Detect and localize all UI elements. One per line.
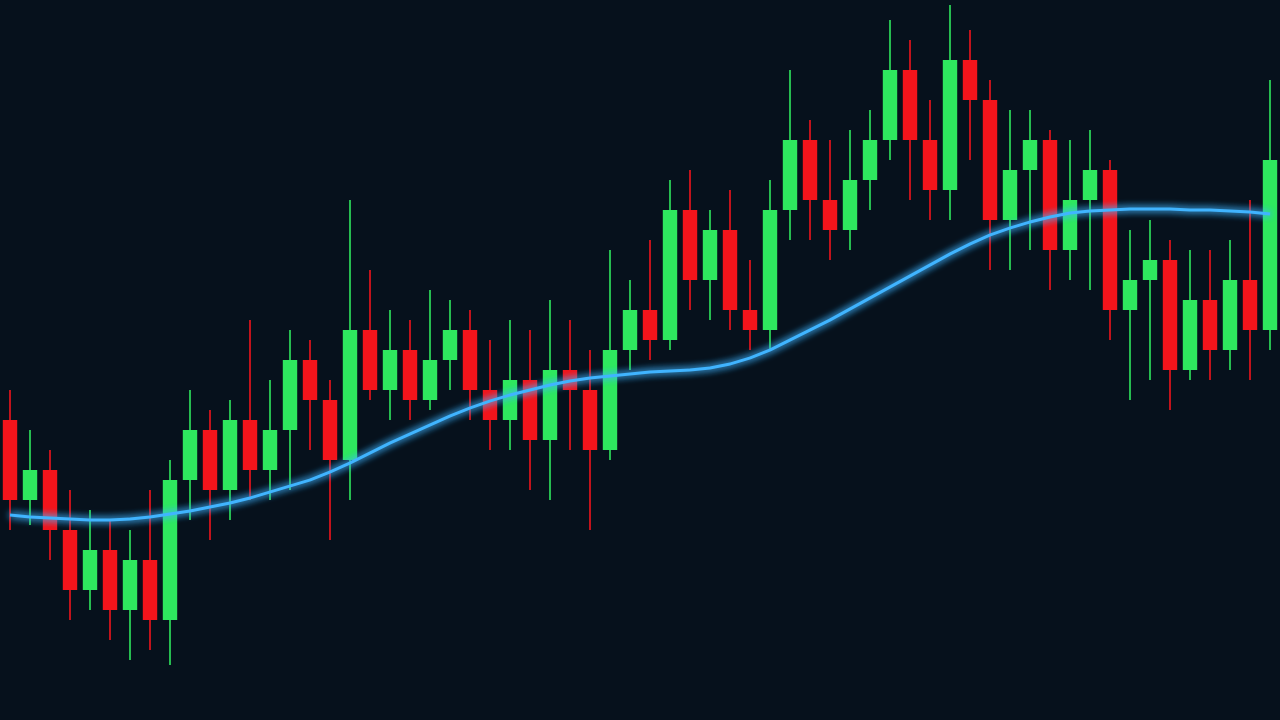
candle-body: [762, 210, 778, 330]
candle-body: [782, 140, 798, 210]
candle-body: [922, 140, 938, 190]
candle-body: [42, 470, 58, 530]
candle-body: [202, 430, 218, 490]
moving-average-line: [9, 207, 1271, 522]
candle-body: [182, 430, 198, 480]
candle-body: [1082, 170, 1098, 200]
candle-body: [322, 400, 338, 460]
candle-body: [802, 140, 818, 200]
candle-body: [142, 560, 158, 620]
candle-body: [342, 330, 358, 460]
candle-body: [62, 530, 78, 590]
candle-body: [982, 100, 998, 220]
candle-body: [682, 210, 698, 280]
candle-body: [1182, 300, 1198, 370]
candle-body: [742, 310, 758, 330]
candle-body: [1262, 160, 1278, 330]
candle-body: [622, 310, 638, 350]
candle-body: [82, 550, 98, 590]
candle-body: [1142, 260, 1158, 280]
candle-body: [1042, 140, 1058, 250]
candle-body: [102, 550, 118, 610]
candle-body: [1062, 200, 1078, 250]
candle-body: [822, 200, 838, 230]
candle-body: [522, 380, 538, 440]
candle-body: [162, 480, 178, 620]
candle-body: [262, 430, 278, 470]
candle-body: [122, 560, 138, 610]
candle-body: [862, 140, 878, 180]
candle-body: [602, 350, 618, 450]
candle-body: [1122, 280, 1138, 310]
candle-body: [362, 330, 378, 390]
candle-body: [582, 390, 598, 450]
candle-body: [242, 420, 258, 470]
candle-body: [222, 420, 238, 490]
candle-body: [1002, 170, 1018, 220]
candle-body: [422, 360, 438, 400]
candle-body: [882, 70, 898, 140]
candle-body: [1242, 280, 1258, 330]
candle-body: [902, 70, 918, 140]
candle-body: [382, 350, 398, 390]
candle-body: [1202, 300, 1218, 350]
candle-body: [482, 390, 498, 420]
candle-body: [282, 360, 298, 430]
candle-body: [22, 470, 38, 500]
candle-body: [942, 60, 958, 190]
candle-body: [462, 330, 478, 390]
candle-body: [1162, 260, 1178, 370]
candle-body: [442, 330, 458, 360]
candle-body: [1102, 170, 1118, 310]
candle-body: [642, 310, 658, 340]
candle-body: [302, 360, 318, 400]
candle-body: [722, 230, 738, 310]
candle-body: [842, 180, 858, 230]
candle-body: [662, 210, 678, 340]
candle-body: [1022, 140, 1038, 170]
candle-body: [962, 60, 978, 100]
candle-body: [1222, 280, 1238, 350]
candle-body: [2, 420, 18, 500]
candle-body: [402, 350, 418, 400]
candle-body: [502, 380, 518, 420]
candle-body: [702, 230, 718, 280]
candle-body: [542, 370, 558, 440]
